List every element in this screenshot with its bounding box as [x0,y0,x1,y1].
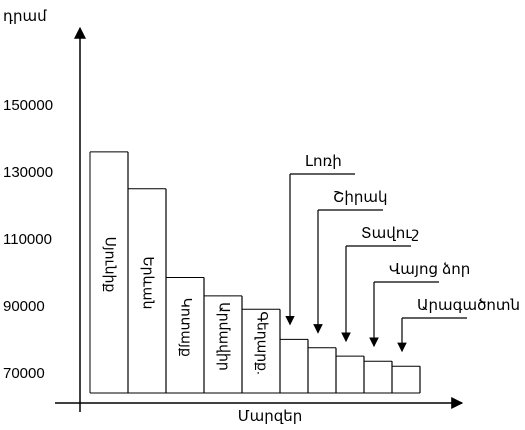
y-tick-label: 130000 [3,164,53,181]
bar-label: Երևան [140,256,156,309]
annotation-label: Տավուշ [361,225,419,242]
y-tick-labels: 70000 90000 110000 130000 150000 [3,97,53,382]
bar-label: Արմավիր [216,302,232,371]
annotation-label: Վայոց ձոր [389,261,470,278]
annotation-label: Լոռի [305,153,342,170]
y-tick-label: 150000 [3,97,53,114]
bar-label: Կոտայք [178,298,194,357]
y-axis-title: դրամ [3,8,47,25]
annotation-label: Շիրակ [333,189,388,206]
annotation-label: Արագածոտն [417,297,520,314]
bar-label: Գեղարք. [254,311,270,375]
y-tick-label: 70000 [3,365,45,382]
bars-layer: Սյունիք Երևան Կոտայք Արմավիր Գեղարք. [89,151,421,394]
annotations-layer: Լոռի Շիրակ Տավուշ Վայոց ձոր Արագածոտն [285,153,520,353]
y-tick-label: 90000 [3,298,45,315]
y-tick-label: 110000 [3,231,52,248]
x-axis-title: Մարզեր [238,408,303,425]
bar-label: Սյունիք [102,237,118,293]
